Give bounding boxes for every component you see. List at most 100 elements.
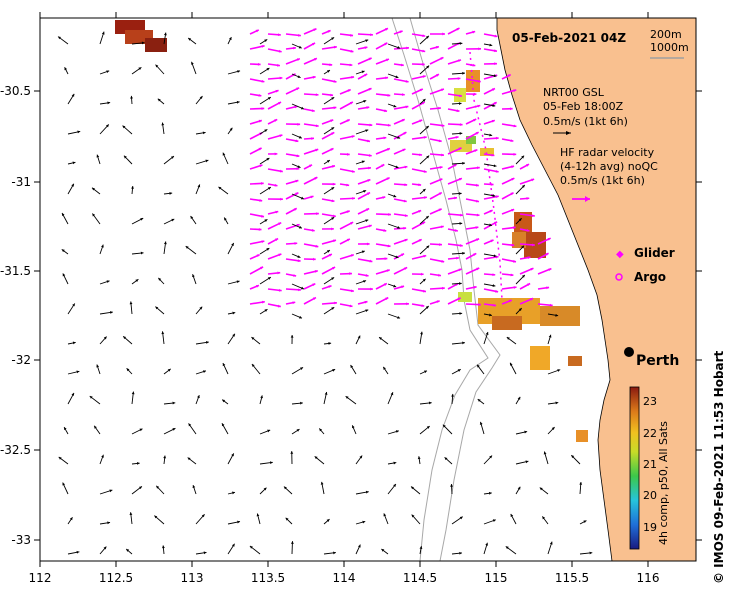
current-arrow-head	[64, 67, 68, 71]
glider-legend: ◆ Glider	[616, 246, 675, 260]
nrt-legend: NRT00 GSL 05-Feb 18:00Z 0.5m/s (1kt 6h)	[543, 86, 628, 135]
current-arrow-head	[326, 250, 330, 253]
hf-arrow-head	[258, 119, 262, 123]
hf-arrow-head	[454, 196, 458, 200]
current-arrow-head	[459, 551, 463, 555]
hf-arrow-head	[422, 34, 426, 38]
hf-arrow-head	[509, 107, 513, 111]
hf-arrow-head	[511, 178, 515, 181]
current-arrow-head	[393, 461, 397, 465]
current-arrow-head	[91, 187, 95, 191]
hf-arrow-head	[313, 28, 317, 32]
current-arrow-head	[300, 401, 303, 405]
hf-arrow-head	[419, 153, 423, 157]
current-arrow-head	[458, 192, 462, 195]
hf-arrow-head	[314, 270, 318, 273]
hf-arrow-head	[258, 93, 262, 97]
current-arrow-head	[397, 226, 401, 229]
current-arrow-head	[510, 513, 514, 517]
hf-arrow-head	[366, 242, 370, 246]
current-arrow-head	[107, 101, 111, 105]
current-arrow-head	[505, 546, 509, 550]
hf-arrow-head	[387, 93, 391, 97]
hf-arrow-head	[495, 289, 499, 293]
current-arrow-head	[583, 520, 587, 524]
hf-arrow-head	[369, 259, 373, 263]
hf-arrow-head	[260, 266, 264, 270]
hf-arrow-head	[508, 299, 512, 303]
current-arrow-head	[395, 165, 399, 169]
hf-arrow-head	[546, 286, 550, 290]
hf-arrow-head	[476, 267, 480, 271]
hf-arrow-head	[386, 269, 390, 273]
hf-arrow-head	[491, 88, 495, 91]
hf-arrow-head	[438, 273, 441, 277]
current-arrow-head	[161, 331, 165, 335]
hf-arrow-head	[333, 239, 336, 243]
hf-arrow-head	[277, 63, 280, 67]
hf-arrow-head	[436, 300, 440, 304]
svg-text:20: 20	[643, 489, 657, 502]
current-arrow-head	[411, 486, 414, 490]
hf-arrow-head	[296, 167, 300, 171]
hf-arrow-head	[401, 119, 405, 122]
hf-arrow-head	[351, 135, 355, 138]
hf-arrow-head	[312, 42, 316, 46]
hf-arrow-head	[526, 197, 530, 200]
current-arrow-head	[298, 135, 302, 139]
current-arrow-head	[156, 485, 160, 489]
depth-label-200: 200m	[650, 28, 682, 41]
hf-arrow-head	[332, 165, 335, 168]
current-arrow-head	[300, 106, 304, 110]
hf-arrow-head	[400, 63, 404, 67]
current-arrow-head	[450, 484, 453, 487]
hf-arrow-head	[346, 183, 350, 187]
hf-arrow-head	[402, 93, 405, 97]
current-arrow-head	[135, 279, 139, 283]
y-tick-labels: -30.5 -31 -31.5 -32 -32.5 -33	[0, 84, 31, 547]
hf-arrow-head	[381, 164, 385, 168]
current-arrow-head	[314, 456, 318, 460]
current-arrow-head	[264, 309, 268, 312]
current-arrow-head	[459, 282, 462, 285]
hf-arrow-head	[261, 79, 265, 83]
current-arrow-head	[131, 185, 134, 189]
hf-arrow-head	[368, 224, 372, 228]
current-arrow-head	[188, 423, 192, 427]
hf-arrow-head	[312, 75, 316, 79]
hf-arrow-head	[383, 229, 387, 232]
hf-arrow-head	[476, 166, 480, 170]
hf-arrow-head	[459, 94, 462, 98]
current-arrow-head	[548, 334, 552, 338]
hf-arrow-head	[328, 285, 332, 288]
hf-arrow-head	[513, 259, 516, 263]
current-arrow-head	[510, 362, 513, 366]
hf-arrow-head	[332, 214, 336, 218]
hf-arrow-head	[330, 148, 334, 151]
current-arrow-head	[206, 340, 209, 344]
current-arrow-head	[236, 100, 240, 104]
hf-arrow-head	[403, 199, 407, 203]
current-arrow-head	[263, 487, 267, 491]
hf-arrow-head	[403, 132, 407, 135]
current-arrow-head	[361, 250, 365, 254]
hf-arrow-head	[513, 286, 517, 289]
current-arrow-head	[422, 98, 426, 102]
hf-arrow-head	[298, 288, 301, 292]
current-arrow-head	[89, 396, 93, 399]
svg-text:114: 114	[333, 571, 356, 585]
current-arrow-head	[201, 514, 205, 518]
hf-arrow-head	[420, 272, 424, 276]
hf-arrow-head	[424, 196, 427, 199]
current-arrow-head	[71, 183, 74, 187]
hf-arrow-head	[405, 79, 409, 83]
current-arrow-head	[390, 392, 394, 396]
current-arrow-head	[525, 460, 529, 464]
hf-arrow-head	[277, 271, 281, 275]
hf-arrow-head	[477, 79, 481, 83]
current-arrow-head	[571, 455, 575, 459]
hf-arrow-head	[351, 75, 355, 79]
current-arrow-head	[249, 545, 253, 549]
hf-arrow-head	[478, 303, 481, 306]
current-arrow-head	[256, 513, 260, 517]
